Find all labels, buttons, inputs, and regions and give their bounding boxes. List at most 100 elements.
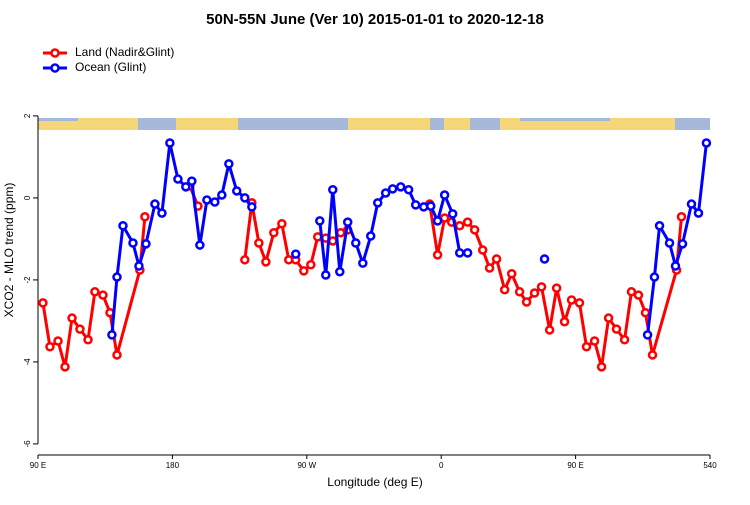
- data-point: [387, 184, 398, 194]
- y-tick-label: 0: [23, 195, 32, 200]
- x-axis-label: Longitude (deg E): [327, 475, 422, 489]
- data-point: [589, 336, 600, 346]
- data-point: [395, 182, 406, 192]
- y-tick-label: 2: [23, 113, 32, 118]
- data-point: [574, 298, 585, 308]
- data-point: [425, 201, 436, 211]
- data-point: [365, 231, 376, 241]
- data-point: [677, 239, 688, 249]
- data-point: [462, 248, 473, 258]
- legend-marker: [50, 63, 60, 73]
- data-point: [521, 297, 532, 307]
- data-point: [306, 259, 316, 270]
- data-point: [141, 239, 151, 249]
- data-point: [439, 190, 450, 200]
- data-point: [315, 216, 325, 226]
- data-point: [128, 238, 138, 248]
- data-point: [321, 270, 331, 280]
- x-tick-label: 90 E: [30, 461, 46, 470]
- data-point: [596, 362, 607, 372]
- data-point: [358, 258, 368, 268]
- data-point: [90, 287, 100, 297]
- data-point: [165, 138, 175, 148]
- data-point: [581, 342, 592, 352]
- data-point: [647, 350, 658, 360]
- data-point: [83, 335, 93, 345]
- data-point: [529, 288, 540, 298]
- data-point: [484, 263, 495, 273]
- data-point: [157, 208, 167, 218]
- legend-marker: [50, 48, 60, 58]
- data-point: [701, 138, 712, 148]
- data-point: [232, 186, 242, 196]
- data-point: [247, 202, 257, 212]
- data-point: [491, 254, 502, 264]
- data-point: [559, 316, 570, 327]
- data-point: [140, 212, 150, 222]
- data-point: [195, 240, 205, 250]
- data-point: [67, 313, 77, 323]
- x-tick-label: 90 W: [297, 461, 316, 470]
- legend-label: Ocean (Glint): [75, 60, 146, 74]
- data-point: [290, 249, 301, 259]
- data-point: [654, 221, 665, 231]
- land-mask-strip: [38, 118, 710, 130]
- data-point: [611, 324, 622, 334]
- data-point: [269, 228, 279, 238]
- legend: Land (Nadir&Glint)Ocean (Glint): [43, 45, 174, 74]
- data-point: [53, 336, 63, 346]
- data-point: [454, 221, 465, 231]
- data-point: [187, 176, 197, 186]
- data-point: [261, 257, 271, 267]
- data-point: [328, 184, 338, 195]
- data-point: [686, 199, 697, 209]
- data-point: [539, 254, 550, 264]
- data-point: [98, 290, 108, 300]
- data-point: [536, 282, 547, 292]
- data-point: [626, 287, 637, 297]
- x-tick-label: 180: [166, 461, 180, 470]
- y-tick-label: -2: [23, 276, 32, 284]
- data-point: [351, 238, 361, 248]
- data-point: [410, 200, 421, 210]
- y-tick-label: -6: [23, 440, 32, 448]
- data-point: [335, 266, 345, 277]
- data-point: [254, 238, 264, 248]
- data-point: [45, 342, 55, 352]
- legend-label: Land (Nadir&Glint): [75, 45, 174, 59]
- data-point: [551, 283, 562, 293]
- data-point: [633, 290, 644, 300]
- data-point: [150, 199, 160, 209]
- data-point: [107, 330, 117, 340]
- data-point: [432, 216, 443, 226]
- data-point: [112, 272, 122, 282]
- data-point: [118, 221, 128, 231]
- data-point: [403, 184, 414, 195]
- data-point: [342, 217, 353, 227]
- data-point: [60, 362, 70, 372]
- data-point: [181, 182, 191, 192]
- data-point: [499, 285, 510, 295]
- data-point: [328, 236, 338, 246]
- data-point: [603, 313, 614, 323]
- data-point: [676, 212, 687, 222]
- data-point: [380, 188, 391, 198]
- data-point: [134, 261, 144, 271]
- chart-title: 50N-55N June (Ver 10) 2015-01-01 to 2020…: [206, 11, 544, 28]
- data-point: [75, 324, 85, 334]
- axes: -6 -4 -2 0 2 90 E 180 90 W 0 90 E 540: [23, 113, 717, 470]
- data-point: [240, 193, 250, 203]
- data-point: [447, 209, 458, 219]
- data-point: [670, 261, 681, 271]
- data-point: [112, 350, 122, 360]
- x-tick-label: 90 E: [567, 461, 583, 470]
- y-tick-label: -4: [23, 358, 32, 366]
- data-point: [566, 295, 577, 305]
- data-point: [544, 325, 555, 335]
- data-point: [514, 287, 525, 297]
- data-point: [693, 208, 704, 218]
- data-point: [38, 298, 48, 308]
- data-point: [506, 269, 517, 279]
